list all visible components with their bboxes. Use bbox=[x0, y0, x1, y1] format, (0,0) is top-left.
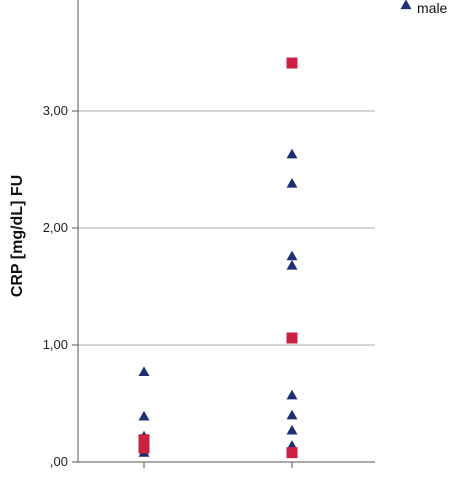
y-tick-label-4: 4,00 bbox=[43, 0, 68, 1]
marker-triangle-0-8 bbox=[286, 178, 298, 188]
marker-square-1-0 bbox=[138, 434, 150, 446]
y-tick-label-2: 2,00 bbox=[43, 220, 68, 235]
marker-triangle-0-9 bbox=[286, 250, 298, 261]
marker-triangle-0-12 bbox=[286, 409, 298, 420]
marker-triangle-0-7 bbox=[286, 148, 298, 159]
axes bbox=[72, 0, 375, 468]
gridlines bbox=[78, 110, 375, 346]
legend-label: male bbox=[417, 0, 448, 16]
y-tick-label-0: ,00 bbox=[50, 454, 68, 469]
marker-triangle-0-10 bbox=[286, 259, 298, 270]
marker-triangle-0-1 bbox=[138, 410, 150, 421]
marker-square-1-3 bbox=[286, 332, 298, 344]
y-tick-labels: ,00 1,00 2,00 3,00 4,00 bbox=[43, 0, 68, 469]
y-axis-label: CRP [mg/dL] FU bbox=[9, 175, 26, 297]
marker-triangle-0-13 bbox=[286, 424, 298, 435]
marker-square-1-2 bbox=[286, 57, 298, 69]
y-tick-label-1: 1,00 bbox=[43, 337, 68, 352]
legend-marker-triangle bbox=[400, 0, 412, 10]
data-markers bbox=[138, 57, 298, 459]
marker-square-1-4 bbox=[286, 447, 298, 459]
marker-triangle-0-11 bbox=[286, 389, 298, 400]
legend: male bbox=[400, 0, 448, 16]
marker-triangle-0-0 bbox=[138, 366, 150, 377]
y-tick-label-3: 3,00 bbox=[43, 103, 68, 118]
marker-square-1-1 bbox=[138, 442, 150, 454]
